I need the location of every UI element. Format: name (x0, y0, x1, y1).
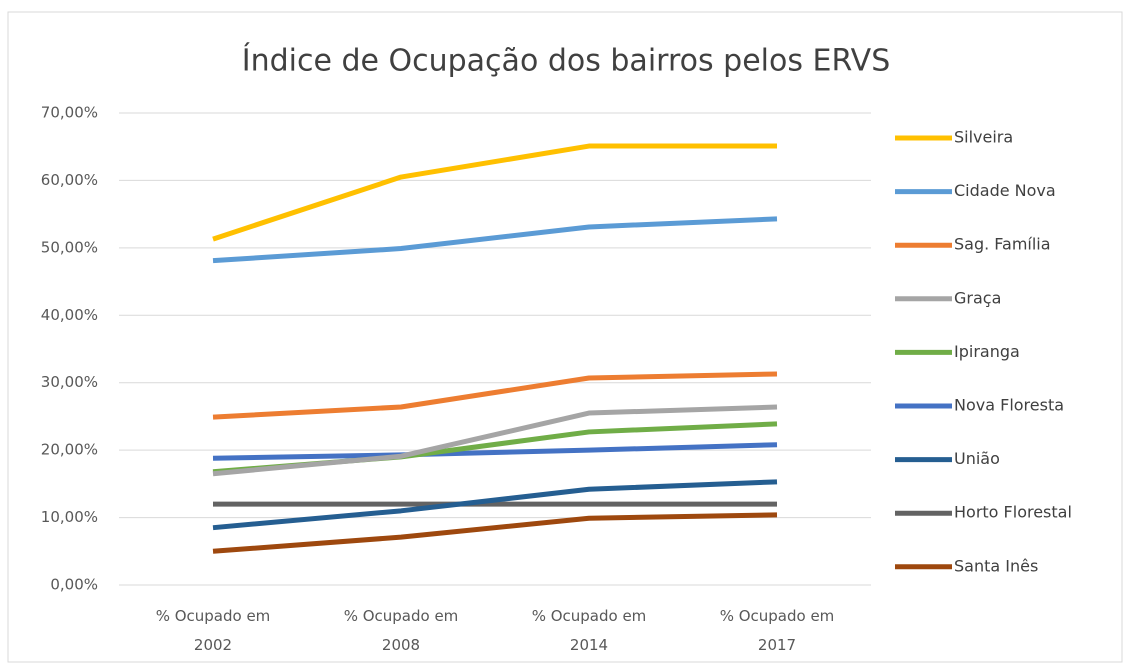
y-tick-label: 40,00% (41, 306, 98, 324)
legend-label: Horto Florestal (954, 503, 1072, 522)
legend-label: Silveira (954, 128, 1013, 147)
legend-label: Nova Floresta (954, 396, 1064, 415)
series-line (212, 442, 778, 461)
legend-label: Graça (954, 288, 1001, 307)
legend-label: Santa Inês (954, 556, 1038, 575)
series-line (212, 512, 778, 554)
y-tick-label: 50,00% (41, 238, 98, 256)
x-tick-label: % Ocupado em 2017 (720, 607, 835, 654)
chart-border (7, 11, 1123, 663)
x-tick-label: % Ocupado em 2002 (156, 607, 271, 654)
y-tick-label: 60,00% (41, 171, 98, 189)
y-tick-label: 10,00% (41, 508, 98, 526)
series-line (212, 371, 778, 420)
legend-label: Ipiranga (954, 342, 1020, 361)
x-tick-label: % Ocupado em 2014 (532, 607, 647, 654)
legend-label: União (954, 449, 1000, 468)
series-line (212, 479, 778, 531)
series-line (212, 216, 778, 264)
y-tick-label: 20,00% (41, 441, 98, 459)
y-tick-label: 0,00% (50, 576, 98, 594)
x-tick-label: % Ocupado em 2008 (344, 607, 459, 654)
chart-title: Índice de Ocupação dos bairros pelos ERV… (242, 43, 891, 79)
y-tick-label: 70,00% (41, 104, 98, 122)
series-line (212, 143, 777, 242)
legend-label: Cidade Nova (954, 181, 1056, 200)
series-line (212, 404, 778, 477)
y-tick-label: 30,00% (41, 373, 98, 391)
legend-label: Sag. Família (954, 235, 1051, 254)
